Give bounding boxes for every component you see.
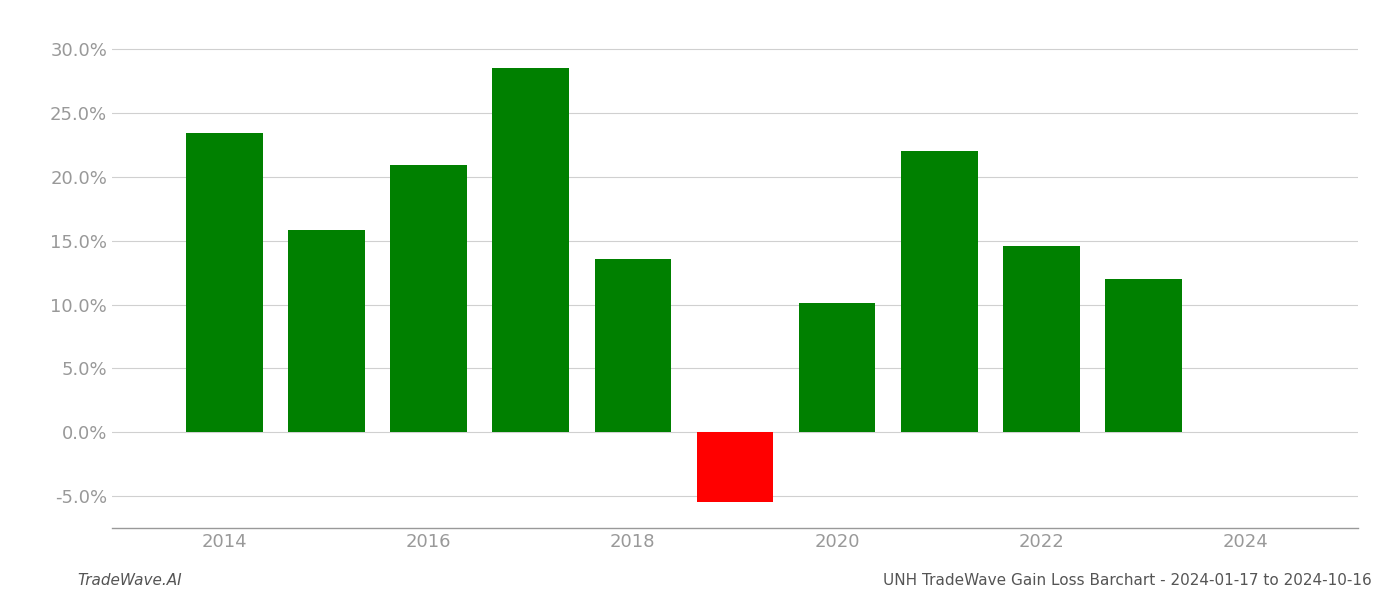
Bar bbox=[186, 133, 263, 432]
Bar bbox=[288, 230, 365, 432]
Bar bbox=[799, 303, 875, 432]
Bar bbox=[595, 259, 671, 432]
Bar bbox=[1002, 246, 1079, 432]
Bar bbox=[391, 166, 468, 432]
Bar bbox=[1105, 279, 1182, 432]
Bar bbox=[697, 432, 773, 502]
Text: UNH TradeWave Gain Loss Barchart - 2024-01-17 to 2024-10-16: UNH TradeWave Gain Loss Barchart - 2024-… bbox=[883, 573, 1372, 588]
Bar bbox=[902, 151, 977, 432]
Bar bbox=[493, 68, 568, 432]
Text: TradeWave.AI: TradeWave.AI bbox=[77, 573, 182, 588]
